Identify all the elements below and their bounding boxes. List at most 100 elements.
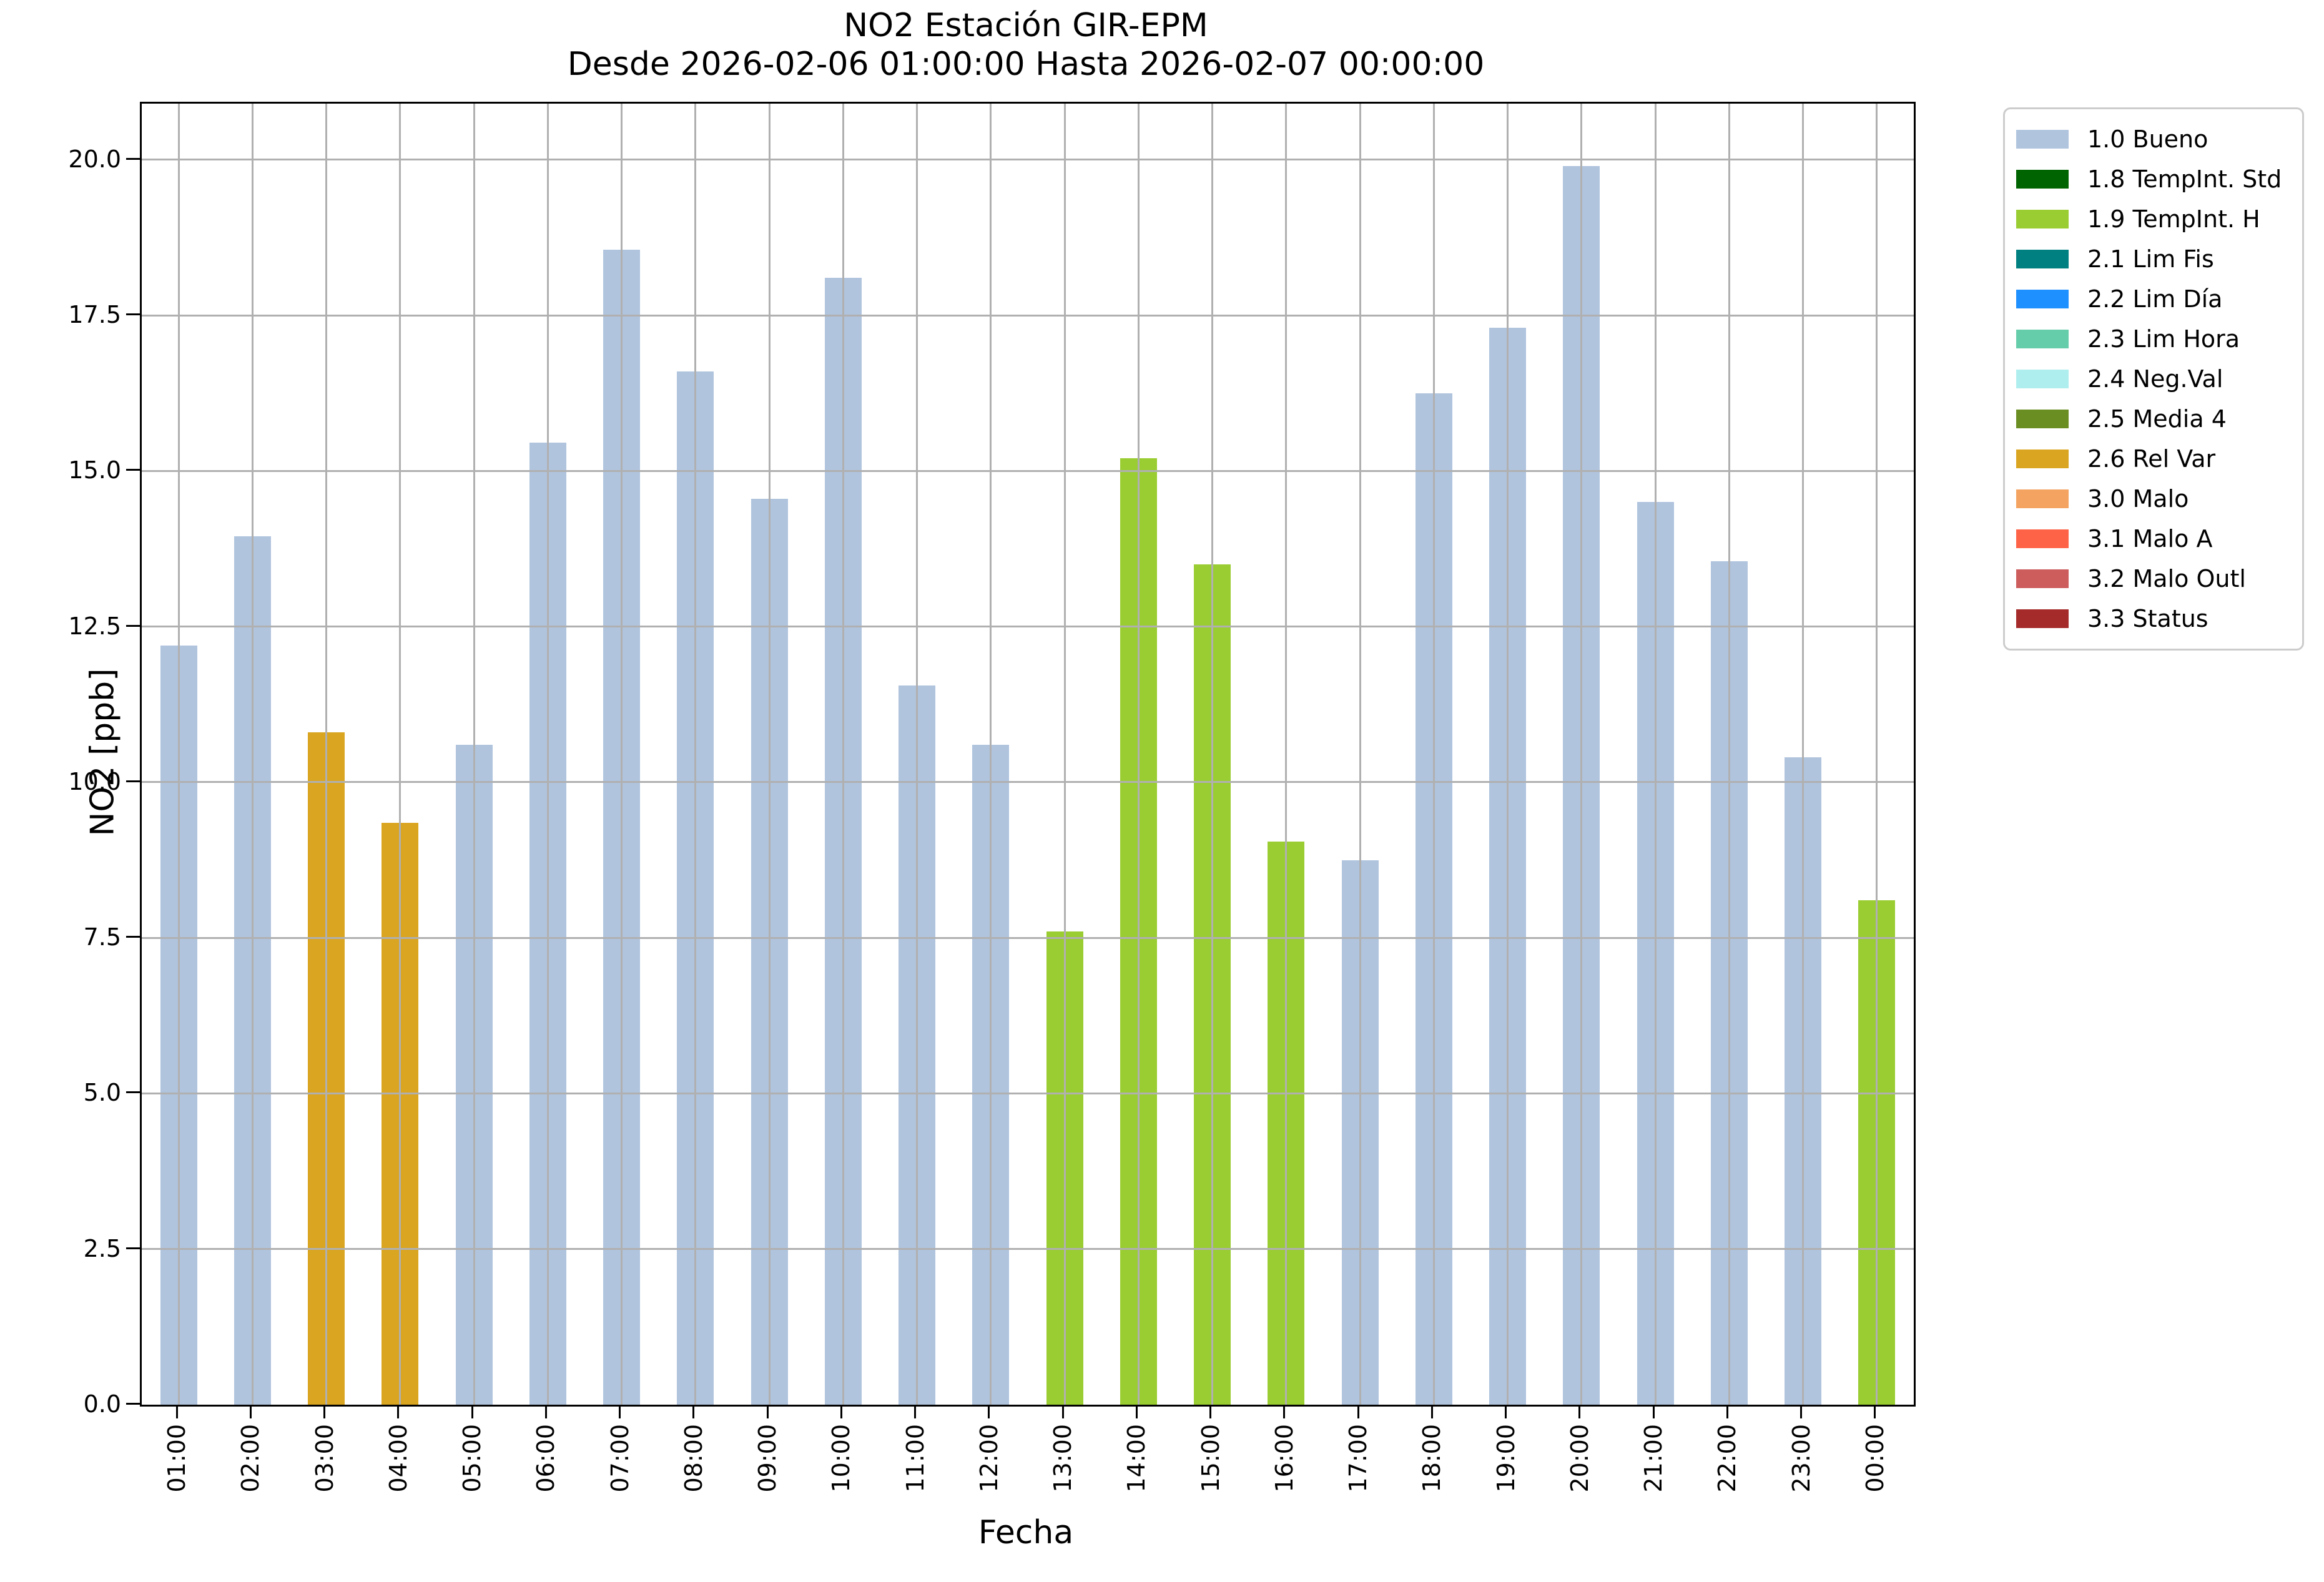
legend-label: 3.0 Malo [2087, 485, 2189, 513]
x-tick-20:00 [1578, 1405, 1581, 1418]
gridline-x-09:00 [768, 104, 771, 1405]
y-tick-15 [126, 469, 140, 471]
gridline-x-22:00 [1728, 104, 1730, 1405]
legend-swatch [2016, 529, 2069, 548]
x-tick-label: 19:00 [1492, 1424, 1520, 1496]
y-tick-0 [126, 1403, 140, 1405]
legend-item: 2.5 Media 4 [2005, 399, 2302, 439]
x-tick-12:00 [988, 1405, 990, 1418]
legend-item: 2.3 Lim Hora [2005, 319, 2302, 359]
x-tick-label: 04:00 [385, 1424, 412, 1496]
gridline-x-20:00 [1580, 104, 1583, 1405]
x-tick-16:00 [1283, 1405, 1286, 1418]
legend-item: 3.0 Malo [2005, 479, 2302, 519]
x-tick-label: 23:00 [1788, 1424, 1815, 1496]
legend: 1.0 Bueno 1.8 TempInt. Std 1.9 TempInt. H 2… [2003, 107, 2304, 651]
x-tick-label-text: 16:00 [1270, 1424, 1298, 1493]
x-tick-04:00 [397, 1405, 400, 1418]
gridline-x-16:00 [1285, 104, 1288, 1405]
x-tick-label-text: 19:00 [1492, 1424, 1520, 1493]
legend-swatch [2016, 250, 2069, 268]
x-tick-label: 02:00 [237, 1424, 265, 1496]
y-tick-label: 5.0 [83, 1079, 121, 1107]
legend-item: 2.2 Lim Día [2005, 279, 2302, 319]
gridline-x-14:00 [1137, 104, 1140, 1405]
x-tick-label: 21:00 [1640, 1424, 1668, 1496]
x-tick-label: 20:00 [1566, 1424, 1593, 1496]
x-tick-label: 16:00 [1270, 1424, 1298, 1496]
legend-label: 2.1 Lim Fis [2087, 245, 2214, 273]
legend-swatch [2016, 330, 2069, 348]
y-tick-label: 10.0 [68, 767, 121, 795]
gridline-x-21:00 [1654, 104, 1657, 1405]
y-tick-label: 0.0 [83, 1390, 121, 1418]
legend-item: 3.3 Status [2005, 599, 2302, 639]
legend-swatch [2016, 210, 2069, 228]
legend-swatch [2016, 489, 2069, 508]
chart-title: NO2 Estación GIR-EPM [844, 7, 1208, 44]
plot-area [140, 102, 1916, 1407]
x-tick-label: 18:00 [1418, 1424, 1446, 1496]
y-tick-17.5 [126, 313, 140, 316]
legend-label: 1.8 TempInt. Std [2087, 165, 2282, 193]
gridline-y-2.5 [142, 1248, 1914, 1250]
x-tick-15:00 [1209, 1405, 1212, 1418]
y-tick-label: 12.5 [68, 612, 121, 640]
x-tick-label-text: 03:00 [310, 1424, 338, 1493]
legend-item: 3.1 Malo A [2005, 519, 2302, 559]
x-tick-label: 11:00 [902, 1424, 929, 1496]
x-tick-label-text: 05:00 [458, 1424, 486, 1493]
x-tick-label-text: 22:00 [1713, 1424, 1741, 1493]
x-tick-02:00 [249, 1405, 252, 1418]
gridline-x-13:00 [1063, 104, 1066, 1405]
gridline-y-20 [142, 159, 1914, 161]
x-tick-label-text: 07:00 [606, 1424, 634, 1493]
x-tick-label: 06:00 [532, 1424, 560, 1496]
x-tick-10:00 [840, 1405, 842, 1418]
x-tick-14:00 [1135, 1405, 1138, 1418]
x-tick-label-text: 14:00 [1123, 1424, 1151, 1493]
legend-label: 2.5 Media 4 [2087, 405, 2227, 433]
legend-swatch [2016, 609, 2069, 628]
x-tick-00:00 [1874, 1405, 1876, 1418]
y-tick-10 [126, 780, 140, 782]
legend-item: 2.1 Lim Fis [2005, 239, 2302, 279]
y-tick-label: 17.5 [68, 301, 121, 329]
x-tick-label-text: 18:00 [1418, 1424, 1446, 1493]
legend-swatch [2016, 130, 2069, 149]
y-tick-label: 20.0 [68, 145, 121, 173]
legend-item: 3.2 Malo Outl [2005, 559, 2302, 599]
gridline-x-11:00 [916, 104, 918, 1405]
legend-label: 1.9 TempInt. H [2087, 205, 2260, 233]
x-tick-11:00 [914, 1405, 917, 1418]
x-tick-label-text: 00:00 [1861, 1424, 1889, 1493]
x-tick-label: 01:00 [163, 1424, 190, 1496]
x-tick-label-text: 17:00 [1344, 1424, 1372, 1493]
legend-item: 1.8 TempInt. Std [2005, 159, 2302, 199]
legend-item: 2.6 Rel Var [2005, 439, 2302, 479]
x-tick-18:00 [1430, 1405, 1433, 1418]
y-axis-label: NO2 [ppb] [84, 668, 122, 837]
x-axis-label: Fecha [978, 1514, 1074, 1551]
x-tick-22:00 [1726, 1405, 1728, 1418]
gridline-x-19:00 [1507, 104, 1509, 1405]
legend-label: 2.3 Lim Hora [2087, 325, 2240, 353]
x-tick-label: 15:00 [1197, 1424, 1224, 1496]
x-tick-label-text: 12:00 [975, 1424, 1003, 1493]
gridline-y-5 [142, 1092, 1914, 1094]
gridline-x-02:00 [251, 104, 254, 1405]
gridline-x-00:00 [1876, 104, 1878, 1405]
gridline-y-17.5 [142, 314, 1914, 317]
x-tick-label-text: 21:00 [1640, 1424, 1668, 1493]
x-tick-label: 05:00 [458, 1424, 486, 1496]
gridline-x-08:00 [694, 104, 697, 1405]
x-tick-label-text: 06:00 [532, 1424, 560, 1493]
gridline-x-07:00 [621, 104, 623, 1405]
legend-label: 2.6 Rel Var [2087, 445, 2216, 473]
x-tick-08:00 [692, 1405, 695, 1418]
x-tick-label: 14:00 [1123, 1424, 1151, 1496]
gridline-x-05:00 [473, 104, 475, 1405]
x-tick-19:00 [1505, 1405, 1507, 1418]
x-tick-label-text: 02:00 [237, 1424, 265, 1493]
